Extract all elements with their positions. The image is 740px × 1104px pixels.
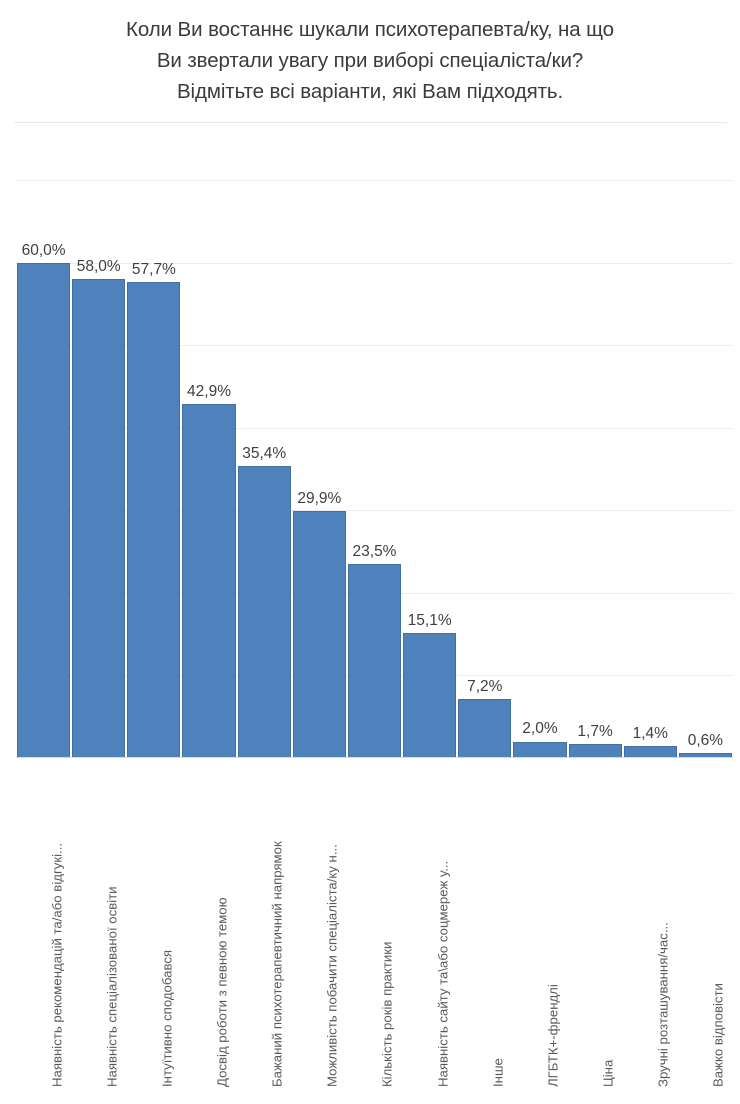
bar-value-label: 29,9% bbox=[297, 490, 342, 508]
bar-value-label: 15,1% bbox=[407, 612, 452, 630]
category-label: Наявність рекомендацій та/або відгукі... bbox=[16, 762, 71, 1100]
category-label-text: Ціна bbox=[600, 1059, 616, 1087]
gridline-60 bbox=[16, 262, 733, 264]
category-label: Бажаний психотерапевтичний напрямок bbox=[237, 762, 292, 1100]
bar[interactable] bbox=[182, 403, 236, 758]
bar-value-label: 0,6% bbox=[687, 732, 724, 750]
bar-value-label: 57,7% bbox=[131, 260, 176, 278]
bar[interactable] bbox=[403, 633, 457, 758]
category-label: Кількість років практики bbox=[347, 762, 402, 1100]
category-label-text: Наявність рекомендацій та/або відгукі... bbox=[49, 842, 65, 1087]
category-label: Ціна bbox=[568, 762, 623, 1100]
bar[interactable] bbox=[347, 563, 402, 758]
bar-value-label: 60,0% bbox=[21, 241, 66, 259]
category-label-text: Інтуїтивно сподобався bbox=[159, 949, 175, 1087]
category-label-text: Можливість побачити спеціаліста/ку н... bbox=[324, 843, 340, 1087]
bar[interactable] bbox=[127, 281, 181, 758]
bar-value-label: 58,0% bbox=[76, 258, 121, 276]
bar[interactable] bbox=[458, 698, 512, 758]
category-label: Наявність спеціалізованої освіти bbox=[71, 762, 126, 1100]
category-label-text: Кількість років практики bbox=[380, 941, 396, 1087]
category-label: Інше bbox=[457, 762, 512, 1100]
category-label-text: Досвід роботи з певною темою bbox=[214, 897, 230, 1087]
category-label-text: Наявність спеціалізованої освіти bbox=[104, 886, 120, 1087]
gridline-30 bbox=[16, 510, 733, 512]
bar-value-label: 1,4% bbox=[632, 725, 668, 743]
category-label: Можливість побачити спеціаліста/ку н... bbox=[292, 762, 347, 1100]
plot-area: 60,0% 58,0% 57,7% 42,9% 35,4% 29,9% 23,5% 15,1%… bbox=[16, 180, 733, 758]
bar-value-label: 7,2% bbox=[467, 677, 503, 695]
category-axis-labels: Наявність рекомендацій та/або відгукі...… bbox=[16, 762, 733, 1100]
category-label: Досвід роботи з певною темою bbox=[181, 762, 236, 1100]
bar[interactable] bbox=[568, 743, 622, 758]
category-label-text: ЛГБТК+-френдлі bbox=[545, 983, 561, 1087]
gridline-40 bbox=[16, 427, 733, 429]
gridline-50 bbox=[16, 345, 733, 347]
category-label-text: Інше bbox=[490, 1057, 506, 1087]
bar[interactable] bbox=[17, 262, 71, 758]
bar-value-label: 1,7% bbox=[577, 722, 613, 740]
bar[interactable] bbox=[72, 279, 126, 758]
category-label: Зручні розташування/час... bbox=[623, 762, 678, 1100]
category-label: ЛГБТК+-френдлі bbox=[512, 762, 567, 1100]
category-label: Інтуїтивно сподобався bbox=[126, 762, 181, 1100]
bar[interactable] bbox=[292, 511, 346, 758]
bar-value-label: 35,4% bbox=[242, 444, 287, 462]
title-divider bbox=[14, 122, 727, 123]
bar-value-label: 42,9% bbox=[187, 382, 231, 400]
category-label-text: Важко відповісти bbox=[711, 982, 727, 1087]
category-label: Наявність сайту та\або соцмереж у... bbox=[402, 762, 457, 1100]
category-label-text: Бажаний психотерапевтичний напрямок bbox=[269, 841, 285, 1087]
category-label-text: Зручні розташування/час... bbox=[655, 921, 671, 1087]
bar-value-label: 2,0% bbox=[522, 720, 558, 738]
category-label-text: Наявність сайту та\або соцмереж у... bbox=[435, 860, 451, 1087]
chart-title: Коли Ви востаннє шукали психотерапевта/к… bbox=[126, 18, 614, 103]
axis-baseline bbox=[16, 757, 733, 758]
bar[interactable] bbox=[513, 741, 567, 758]
bar[interactable] bbox=[237, 465, 291, 758]
bar-value-label: 23,5% bbox=[352, 542, 397, 560]
category-label: Важко відповісти bbox=[678, 762, 733, 1100]
gridline-70 bbox=[16, 180, 733, 181]
